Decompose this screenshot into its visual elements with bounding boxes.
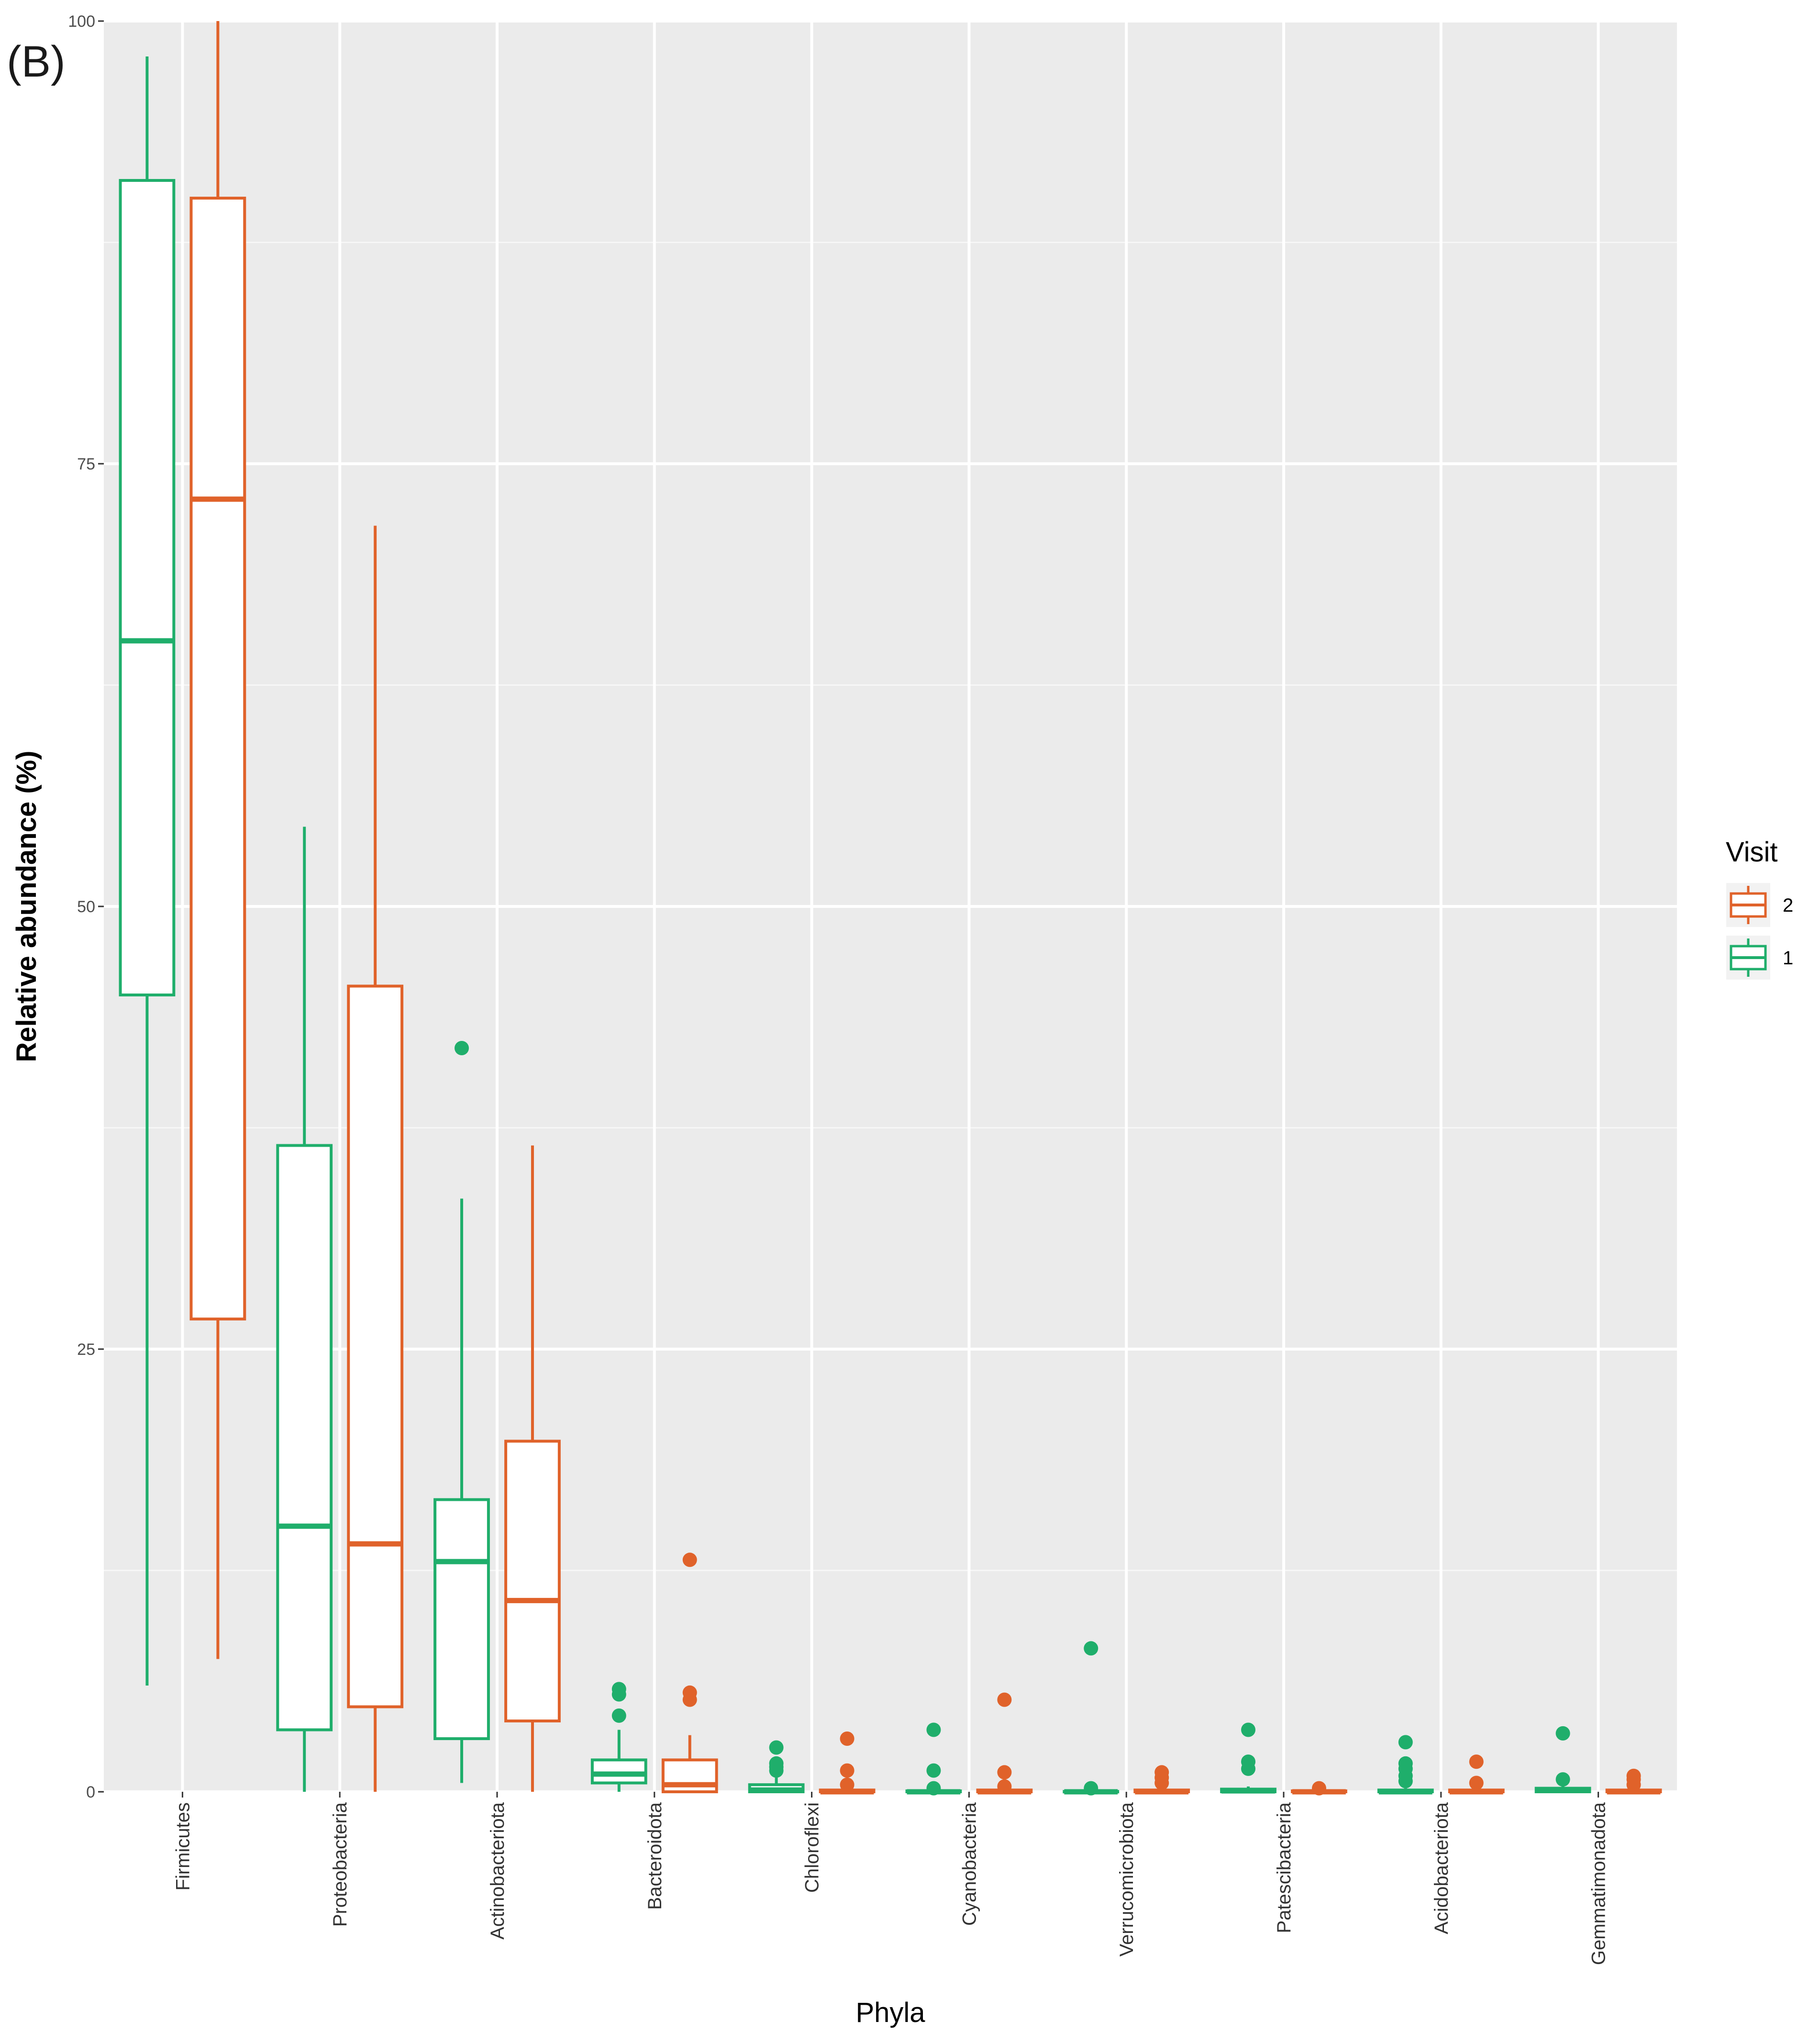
box-series-1-acidobacteriota (1377, 1735, 1434, 1795)
x-tick-label: Patescibacteria (1274, 1802, 1295, 1933)
outlier-point (1469, 1776, 1484, 1790)
outlier-point (840, 1731, 855, 1746)
outlier-point (997, 1779, 1012, 1794)
outlier-point (1241, 1722, 1256, 1737)
x-tick-label: Gemmatimonadota (1588, 1802, 1609, 1965)
x-tick-label: Bacteroidota (644, 1802, 666, 1910)
outlier-point (769, 1740, 784, 1755)
legend: Visit 21 (1726, 837, 1793, 980)
box-series-1-bacteroidota (590, 1682, 647, 1792)
outlier-point (1311, 1781, 1326, 1796)
outlier-point (682, 1553, 697, 1567)
box-series-2-cyanobacteria (976, 1692, 1033, 1795)
box-series-1-chloroflexi (748, 1740, 805, 1793)
box-iqr (119, 179, 176, 996)
outlier-point (1241, 1754, 1256, 1769)
x-tick-label: Acidobacteriota (1431, 1802, 1452, 1934)
y-tick-label: 100 (68, 12, 95, 31)
box-series-1-gemmatimonadota (1534, 1726, 1591, 1794)
outlier-point (997, 1692, 1012, 1707)
y-axis-title: Relative abundance (%) (11, 750, 42, 1062)
outlier-point (455, 1041, 469, 1055)
legend-title: Visit (1726, 837, 1778, 868)
legend-keys: 21 (1726, 883, 1793, 980)
x-axis: Firmicutes Proteobacteria Actinobacteriota… (172, 1792, 1609, 1965)
y-tick-label: 75 (77, 455, 95, 473)
legend-key-1: 1 (1726, 936, 1793, 980)
outlier-point (769, 1756, 784, 1771)
outlier-point (926, 1722, 941, 1737)
outlier-point (611, 1682, 626, 1697)
legend-key-2: 2 (1726, 883, 1793, 927)
x-tick-label: Actinobacteriota (487, 1802, 508, 1940)
outlier-point (840, 1763, 855, 1778)
x-tick-label: Proteobacteria (330, 1802, 351, 1927)
outlier-point (926, 1781, 941, 1796)
box-series-1-actinobacteriota (433, 1041, 490, 1783)
x-tick-label: Chloroflexi (802, 1802, 823, 1893)
box-iqr (189, 197, 246, 1321)
outlier-point (1469, 1754, 1484, 1769)
boxes (119, 21, 1662, 1796)
y-tick-label: 0 (86, 1783, 95, 1801)
box-series-2-bacteroidota (661, 1553, 718, 1793)
box-iqr (590, 1758, 647, 1785)
box-series-2-chloroflexi (819, 1731, 876, 1795)
outlier-point (926, 1763, 941, 1778)
legend-key-label: 1 (1783, 948, 1793, 969)
x-tick-label: Firmicutes (172, 1802, 193, 1890)
box-series-2-firmicutes (189, 21, 246, 1659)
box-series-1-cyanobacteria (905, 1722, 962, 1796)
box-iqr (504, 1440, 561, 1722)
x-tick-label: Cyanobacteria (959, 1802, 980, 1926)
outlier-point (1398, 1756, 1413, 1771)
box-series-2-gemmatimonadota (1605, 1768, 1662, 1795)
outlier-point (840, 1777, 855, 1792)
box-series-2-acidobacteriota (1448, 1754, 1505, 1795)
outlier-point (611, 1708, 626, 1723)
legend-key-label: 2 (1783, 895, 1793, 916)
x-axis-title: Phyla (855, 1997, 925, 2028)
box-series-2-patescibacteria (1291, 1781, 1347, 1796)
box-series-1-patescibacteria (1220, 1722, 1276, 1794)
box-series-2-actinobacteriota (504, 1145, 561, 1792)
outlier-point (1154, 1765, 1169, 1780)
outlier-point (1084, 1781, 1099, 1796)
outlier-point (1555, 1772, 1570, 1787)
y-axis: 0 25 50 75 100 (68, 12, 104, 1801)
y-tick-label: 25 (77, 1340, 95, 1359)
box-series-1-verrucomicrobiota (1063, 1641, 1120, 1796)
outlier-point (682, 1685, 697, 1700)
box-iqr (433, 1498, 490, 1740)
box-iqr (276, 1144, 333, 1731)
outlier-point (1555, 1726, 1570, 1741)
box-series-2-verrucomicrobiota (1133, 1765, 1190, 1795)
outlier-point (1084, 1641, 1099, 1656)
outlier-point (1626, 1768, 1641, 1783)
box-series-1-firmicutes (119, 56, 176, 1686)
outlier-point (997, 1765, 1012, 1780)
box-iqr (347, 984, 404, 1709)
box-series-1-proteobacteria (276, 827, 333, 1792)
panel-label: (B) (7, 37, 66, 86)
box-series-2-proteobacteria (347, 525, 404, 1792)
outlier-point (1398, 1735, 1413, 1750)
y-tick-label: 50 (77, 898, 95, 916)
x-tick-label: Verrucomicrobiota (1116, 1802, 1137, 1956)
